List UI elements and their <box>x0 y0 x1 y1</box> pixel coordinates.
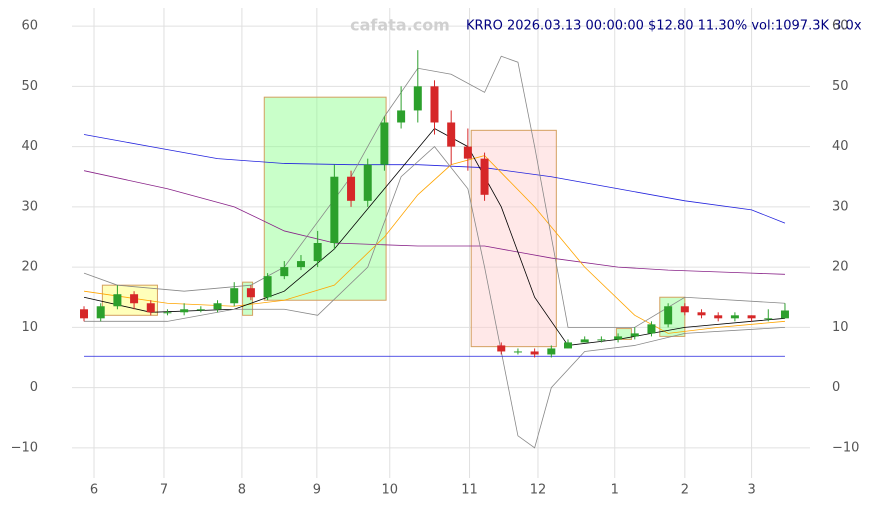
candle-body <box>163 312 172 314</box>
candle-body <box>730 315 739 319</box>
y-tick-label-right: 0 <box>832 380 840 395</box>
candle-body <box>547 348 556 355</box>
candle-body <box>263 276 272 298</box>
candle-body <box>363 164 372 201</box>
candle-body <box>680 306 689 313</box>
x-tick-label: 2 <box>681 483 689 498</box>
x-tick-label: 9 <box>313 483 321 498</box>
candle-body <box>230 288 239 304</box>
y-tick-label-right: 50 <box>832 79 849 94</box>
candle-body <box>780 310 789 319</box>
y-tick-label-right: 30 <box>832 199 849 214</box>
y-tick-label: 40 <box>21 139 38 154</box>
x-tick-label: 7 <box>160 483 168 498</box>
candle-body <box>196 309 205 311</box>
y-tick-label: 50 <box>21 79 38 94</box>
candle-body <box>614 336 623 340</box>
y-tick-label: −10 <box>11 440 38 455</box>
y-tick-label-right: 20 <box>832 260 849 275</box>
indicator-line <box>83 134 786 224</box>
x-tick-label: 8 <box>238 483 246 498</box>
chart-title: KRRO 2026.03.13 00:00:00 $12.80 11.30% v… <box>466 19 862 34</box>
candle-body <box>564 342 573 349</box>
candle-body <box>513 351 522 353</box>
candle-body <box>130 294 139 304</box>
y-tick-label-right: 60 <box>832 19 849 34</box>
candle-body <box>330 176 339 243</box>
candle-body <box>697 312 706 316</box>
y-tick-label-right: 40 <box>832 139 849 154</box>
candle-body <box>397 110 406 123</box>
candle-body <box>714 315 723 319</box>
candle-body <box>764 318 773 320</box>
candle-body <box>413 86 422 111</box>
y-tick-label: 20 <box>21 260 38 275</box>
watermark: cafata.com <box>350 16 450 35</box>
candle-body <box>463 146 472 159</box>
x-tick-label: 6 <box>90 483 98 498</box>
indicator-line <box>83 55 785 328</box>
candle-body <box>296 261 305 268</box>
y-tick-label: 10 <box>21 320 38 335</box>
candle-body <box>380 122 389 165</box>
candle-body <box>146 303 155 313</box>
candle-body <box>597 339 606 341</box>
x-tick-label: 10 <box>381 483 398 498</box>
y-tick-label: 0 <box>30 380 38 395</box>
y-tick-label-right: −10 <box>832 440 859 455</box>
x-tick-label: 1 <box>611 483 619 498</box>
candle-body <box>664 306 673 325</box>
candle-body <box>213 303 222 310</box>
candle-body <box>630 333 639 337</box>
candle-body <box>497 345 506 352</box>
y-tick-label: 30 <box>21 199 38 214</box>
indicator-line <box>84 146 785 449</box>
x-tick-label: 11 <box>461 483 478 498</box>
candle-body <box>480 158 489 195</box>
x-tick-label: 12 <box>530 483 547 498</box>
indicator-line <box>83 155 786 334</box>
candle-body <box>246 288 255 298</box>
candle-body <box>113 294 122 307</box>
candle-body <box>347 176 356 201</box>
candle-body <box>747 315 756 319</box>
y-tick-label-right: 10 <box>832 320 849 335</box>
candle-body <box>313 243 322 262</box>
candle-body <box>647 324 656 334</box>
candle-body <box>280 267 289 277</box>
candle-body <box>530 351 539 355</box>
candle-body <box>96 306 105 319</box>
indicator-line <box>83 170 785 275</box>
candle-body <box>447 122 456 147</box>
y-tick-label: 60 <box>21 19 38 34</box>
x-tick-label: 3 <box>747 483 755 498</box>
candle-body <box>180 309 189 313</box>
zone-box <box>242 281 254 316</box>
candle-body <box>580 339 589 343</box>
candle-body <box>430 86 439 123</box>
candle-body <box>80 309 89 319</box>
